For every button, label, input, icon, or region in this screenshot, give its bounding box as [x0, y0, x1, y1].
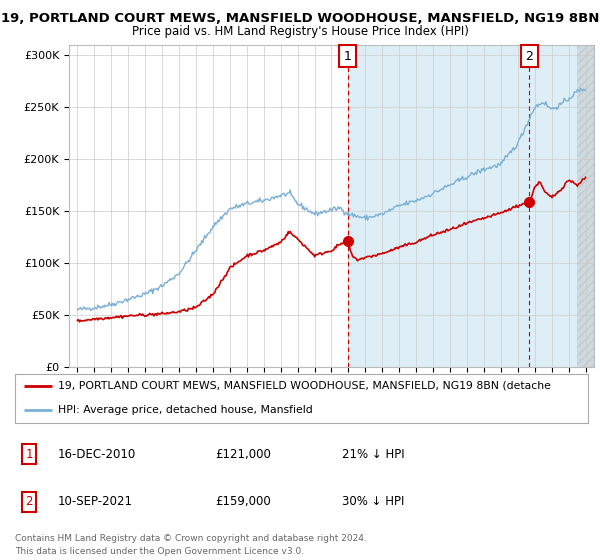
Text: 21% ↓ HPI: 21% ↓ HPI — [341, 447, 404, 460]
Text: Contains HM Land Registry data © Crown copyright and database right 2024.
This d: Contains HM Land Registry data © Crown c… — [15, 534, 367, 556]
Text: 1: 1 — [25, 447, 33, 460]
Text: Price paid vs. HM Land Registry's House Price Index (HPI): Price paid vs. HM Land Registry's House … — [131, 25, 469, 38]
Bar — [348, 45, 529, 367]
Text: 19, PORTLAND COURT MEWS, MANSFIELD WOODHOUSE, MANSFIELD, NG19 8BN (detache: 19, PORTLAND COURT MEWS, MANSFIELD WOODH… — [58, 381, 551, 391]
Text: HPI: Average price, detached house, Mansfield: HPI: Average price, detached house, Mans… — [58, 405, 313, 416]
Text: 2: 2 — [526, 50, 533, 63]
Text: 2: 2 — [25, 495, 33, 508]
Text: £121,000: £121,000 — [215, 447, 271, 460]
Text: 16-DEC-2010: 16-DEC-2010 — [58, 447, 136, 460]
Text: 10-SEP-2021: 10-SEP-2021 — [58, 495, 133, 508]
Text: £159,000: £159,000 — [215, 495, 271, 508]
Text: 19, PORTLAND COURT MEWS, MANSFIELD WOODHOUSE, MANSFIELD, NG19 8BN: 19, PORTLAND COURT MEWS, MANSFIELD WOODH… — [1, 12, 599, 25]
Bar — [529, 45, 594, 367]
Bar — [577, 45, 594, 367]
Text: 30% ↓ HPI: 30% ↓ HPI — [341, 495, 404, 508]
Text: 1: 1 — [344, 50, 352, 63]
